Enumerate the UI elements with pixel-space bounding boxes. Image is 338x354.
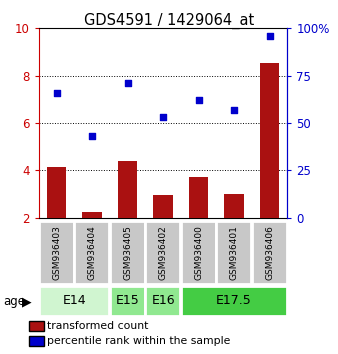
Text: GSM936401: GSM936401 <box>230 225 239 280</box>
Bar <box>47 167 66 218</box>
Text: E17.5: E17.5 <box>216 295 252 307</box>
Text: GSM936405: GSM936405 <box>123 225 132 280</box>
FancyBboxPatch shape <box>181 286 287 316</box>
Point <box>267 33 272 39</box>
FancyBboxPatch shape <box>181 221 216 284</box>
FancyBboxPatch shape <box>110 286 145 316</box>
Bar <box>118 161 137 218</box>
Bar <box>82 212 102 218</box>
Point <box>196 97 201 103</box>
FancyBboxPatch shape <box>110 221 145 284</box>
Text: E15: E15 <box>116 295 140 307</box>
Text: GSM936404: GSM936404 <box>88 225 97 280</box>
Bar <box>153 195 173 218</box>
FancyBboxPatch shape <box>74 221 109 284</box>
Text: E16: E16 <box>151 295 175 307</box>
Text: GSM936402: GSM936402 <box>159 225 168 280</box>
Text: transformed count: transformed count <box>47 321 149 331</box>
Text: E14: E14 <box>63 295 86 307</box>
Bar <box>260 63 279 218</box>
FancyBboxPatch shape <box>216 221 251 284</box>
Text: GDS4591 / 1429064_at: GDS4591 / 1429064_at <box>84 12 254 29</box>
Point <box>161 114 166 120</box>
Bar <box>224 194 244 218</box>
Text: age: age <box>3 295 25 308</box>
FancyBboxPatch shape <box>252 221 287 284</box>
Text: ▶: ▶ <box>22 295 31 308</box>
Point <box>89 133 95 139</box>
Text: GSM936400: GSM936400 <box>194 225 203 280</box>
Text: percentile rank within the sample: percentile rank within the sample <box>47 336 231 346</box>
Point <box>232 107 237 113</box>
FancyBboxPatch shape <box>39 286 109 316</box>
Point <box>54 90 59 96</box>
FancyBboxPatch shape <box>145 286 180 316</box>
Bar <box>189 177 208 218</box>
FancyBboxPatch shape <box>145 221 180 284</box>
FancyBboxPatch shape <box>39 221 74 284</box>
Text: GSM936403: GSM936403 <box>52 225 61 280</box>
Point <box>125 80 130 86</box>
Text: GSM936406: GSM936406 <box>265 225 274 280</box>
